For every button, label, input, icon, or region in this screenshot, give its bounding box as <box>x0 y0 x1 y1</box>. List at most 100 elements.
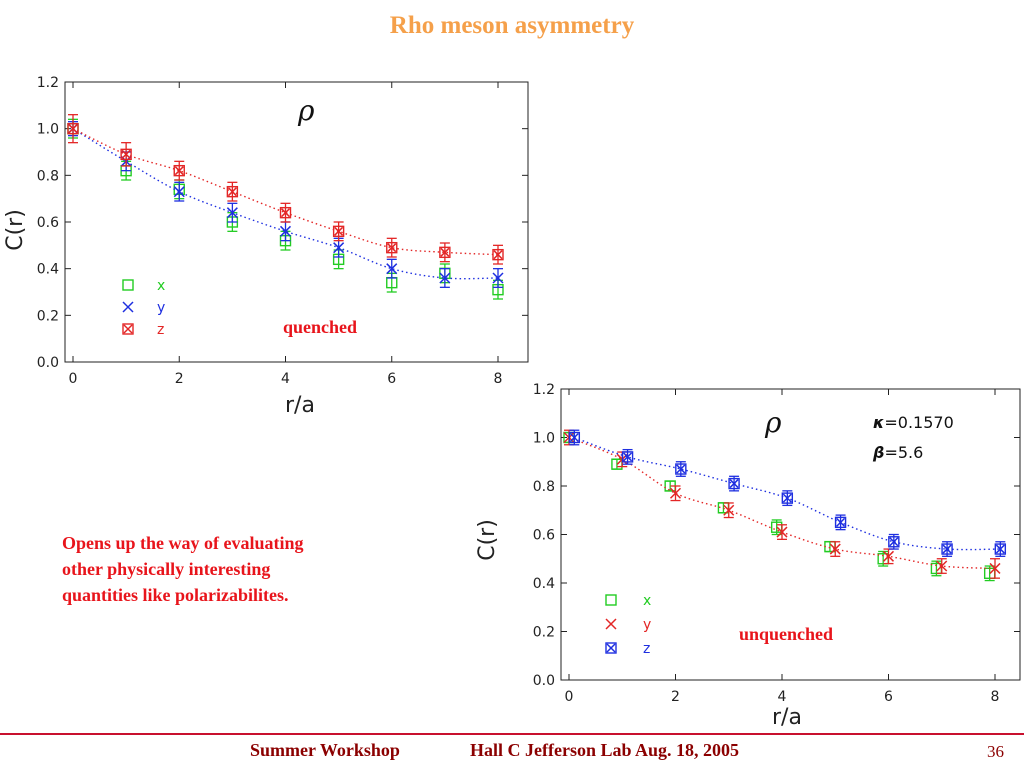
marker-square <box>568 431 581 444</box>
x-tick-label: 6 <box>387 371 396 387</box>
data-point <box>226 207 238 219</box>
y-tick: 0.2 <box>37 308 528 324</box>
footer-venue: Hall C Jefferson Lab Aug. 18, 2005 <box>470 740 740 760</box>
data-point <box>120 148 132 161</box>
marker-cross-b <box>173 186 185 198</box>
marker-cross-b <box>387 243 397 253</box>
marker-cross-b <box>439 272 451 284</box>
legend-entry-z: z <box>122 322 164 338</box>
y-tick-label: 0.4 <box>37 262 59 278</box>
marker-square <box>675 463 687 475</box>
data-point <box>279 225 292 237</box>
parameter-symbol: β <box>872 443 884 462</box>
parameter-label: κ=0.1570 <box>873 413 954 432</box>
y-tick-label: 1.2 <box>37 75 59 91</box>
data-point <box>941 543 953 555</box>
footer-workshop: Summer Workshop <box>250 740 400 760</box>
marker-cross-b <box>669 487 682 499</box>
x-tick: 0 <box>69 82 78 387</box>
slide-title: Rho meson asymmetry <box>389 12 635 39</box>
y-tick: 0.6 <box>533 528 1020 544</box>
x-tick-label: 0 <box>565 689 574 705</box>
data-point <box>492 248 504 261</box>
marker-square <box>621 451 634 463</box>
marker-cross-b <box>280 208 291 218</box>
marker-cross-b <box>227 187 237 197</box>
legend-entry-x: x <box>605 593 651 609</box>
marker-square <box>605 594 617 606</box>
data-point <box>989 562 1001 574</box>
marker-square <box>605 642 617 654</box>
page-number: 36 <box>987 742 1004 761</box>
x-tick-label: 8 <box>494 371 503 387</box>
series-y <box>67 121 504 288</box>
y-tick-label: 1.0 <box>37 122 59 138</box>
data-point <box>173 164 185 177</box>
data-point <box>226 185 239 198</box>
panel-label: unquenched <box>739 624 833 644</box>
legend-entry-y: y <box>122 300 165 316</box>
y-tick: 0.8 <box>533 479 1020 495</box>
data-point <box>492 272 504 284</box>
x-tick: 8 <box>494 82 503 387</box>
x-tick-label: 0 <box>69 371 78 387</box>
marker-cross-b <box>606 643 616 653</box>
marker-cross-b <box>174 166 184 176</box>
data-point <box>776 526 788 538</box>
x-tick: 4 <box>778 389 787 705</box>
y-tick: 0.0 <box>37 355 528 371</box>
data-point <box>332 225 345 238</box>
marker-cross-b <box>226 207 238 219</box>
y-axis-title: C(r) <box>3 209 28 251</box>
series-z <box>568 429 1007 557</box>
parameter-value: =5.6 <box>884 443 923 462</box>
marker-cross-b <box>829 543 841 555</box>
note-line: other physically interesting <box>62 559 271 579</box>
data-point <box>781 492 794 504</box>
y-tick-label: 0.4 <box>533 576 555 592</box>
series-z <box>67 114 504 265</box>
y-tick: 0.4 <box>533 576 1020 592</box>
y-tick-label: 0.8 <box>37 168 59 184</box>
panel-label: quenched <box>283 317 357 337</box>
y-tick: 0.8 <box>37 168 528 184</box>
y-tick: 0.6 <box>37 215 528 231</box>
legend-label: y <box>643 617 651 633</box>
x-tick: 0 <box>565 389 574 705</box>
marker-cross-b <box>569 432 579 443</box>
note-line: quantities like polarizabilites. <box>62 585 289 605</box>
y-axis-title: C(r) <box>475 519 500 561</box>
note-text: Opens up the way of evaluating other phy… <box>62 530 392 608</box>
y-tick: 0.0 <box>533 673 1020 689</box>
data-point <box>386 263 398 275</box>
legend-marker <box>122 301 134 313</box>
marker-cross-b <box>605 618 617 630</box>
data-point <box>279 206 292 219</box>
legend-marker <box>605 642 617 654</box>
x-tick: 6 <box>387 82 396 387</box>
fit-line <box>72 128 499 256</box>
marker-cross-b <box>836 517 846 527</box>
marker-cross-b <box>995 544 1005 554</box>
marker-cross-b <box>279 225 292 237</box>
data-point <box>994 543 1007 555</box>
legend-entry-z: z <box>605 641 650 657</box>
marker-square <box>67 122 79 135</box>
data-point <box>936 560 948 572</box>
rho-symbol: ρ <box>764 406 782 439</box>
marker-square <box>994 543 1007 555</box>
x-tick: 2 <box>671 389 680 705</box>
y-tick-label: 0.8 <box>533 479 555 495</box>
marker-cross-b <box>989 562 1001 574</box>
marker-cross-b <box>723 504 735 516</box>
y-tick-label: 0.2 <box>37 308 59 324</box>
rho-symbol: ρ <box>297 94 315 127</box>
marker-cross-b <box>936 560 948 572</box>
marker-cross-b <box>333 242 345 254</box>
marker-cross-b <box>942 544 952 554</box>
marker-square <box>173 164 185 177</box>
y-tick-label: 1.0 <box>533 431 555 447</box>
marker-square <box>941 543 953 555</box>
marker-square <box>781 492 794 504</box>
